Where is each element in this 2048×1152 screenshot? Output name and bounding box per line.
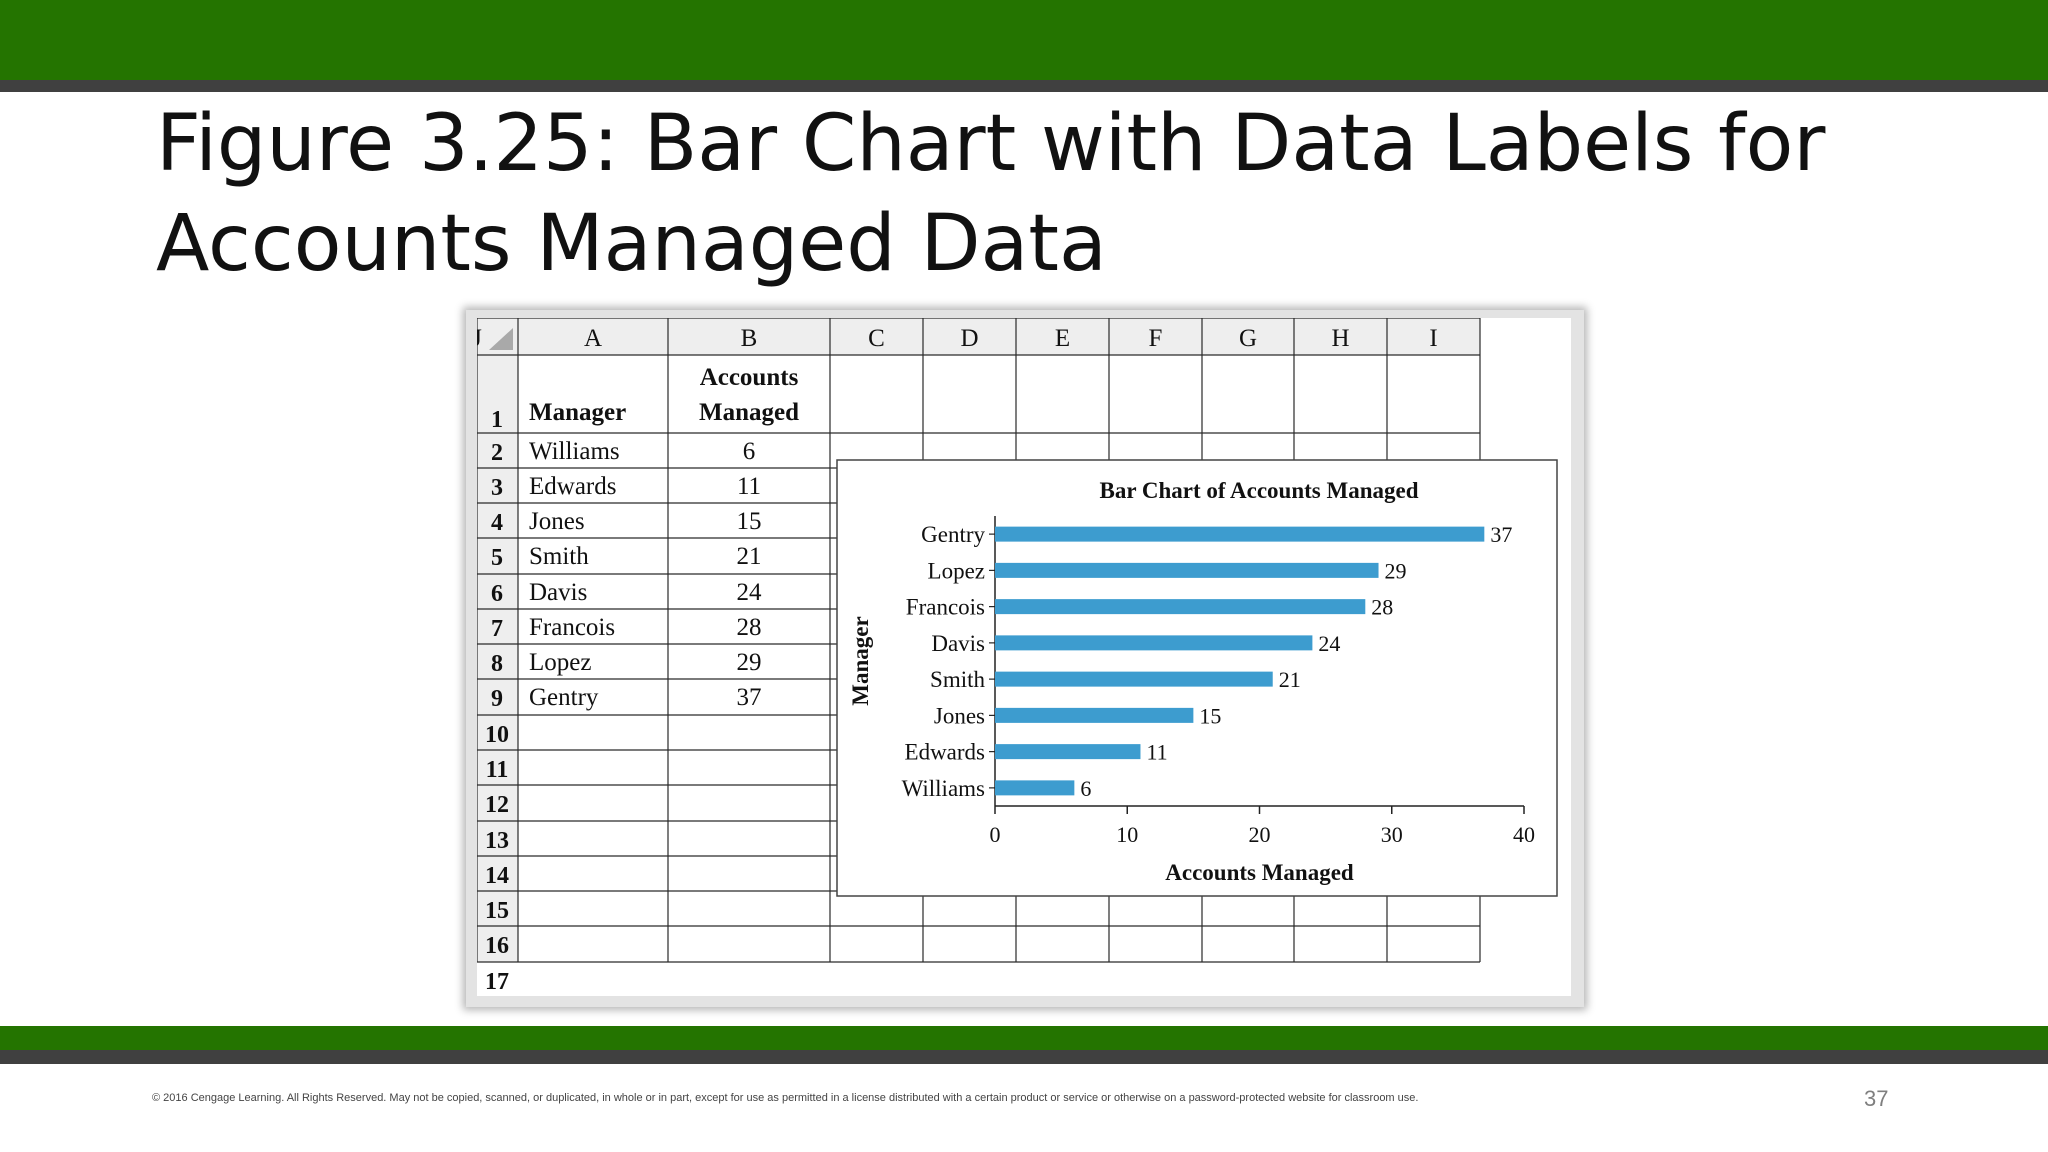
slide-title: Figure 3.25: Bar Chart with Data Labels … [156,99,1826,289]
bar-edwards [995,744,1141,760]
chart-title: Bar Chart of Accounts Managed [1099,478,1418,503]
cell-a1-header: Manager [529,399,626,426]
column-header-I: I [1429,325,1437,352]
row-header-16: 16 [485,933,509,959]
bar-davis [995,635,1313,651]
column-header-E: E [1055,325,1070,352]
cell-accounts: 11 [737,473,761,500]
x-tick-label: 40 [1513,822,1535,847]
bar-smith [995,671,1273,687]
row-header-12: 12 [485,792,509,818]
cell-accounts: 37 [737,684,762,711]
row-header-3: 3 [491,475,503,501]
select-all-triangle [489,328,513,350]
y-tick-label: Davis [931,631,985,656]
column-header-D: D [960,325,978,352]
row-header-13: 13 [485,828,509,854]
cell-accounts: 21 [737,543,762,570]
bar-lopez [995,562,1379,578]
bottom-banner-stripe [0,1050,2048,1064]
x-tick-label: 20 [1249,822,1271,847]
column-header-bar [477,318,1480,355]
cell-accounts: 6 [743,438,756,465]
row-header-7: 7 [491,616,503,642]
row-header-2: 2 [491,440,503,466]
data-label: 37 [1490,522,1512,547]
y-axis-label: Manager [848,616,873,705]
cell-b1-header-line2: Managed [699,399,799,426]
data-label: 24 [1318,631,1340,656]
cell-manager: Edwards [529,473,616,500]
row-header-14: 14 [485,863,509,889]
data-label: 15 [1199,703,1221,728]
spreadsheet-svg: ABCDEFGHIJ1234567891011121314151617Manag… [472,317,1558,995]
data-label: 28 [1371,595,1393,620]
data-label: 29 [1385,558,1407,583]
spreadsheet-figure: ABCDEFGHIJ1234567891011121314151617Manag… [472,317,1571,996]
column-header-H: H [1331,325,1349,352]
column-header-B: B [741,325,758,352]
y-tick-label: Lopez [928,558,985,583]
row-header-15: 15 [485,898,509,924]
cell-manager: Smith [529,543,589,570]
y-tick-label: Jones [934,703,985,728]
page-number: 37 [1864,1086,1889,1111]
bar-jones [995,707,1194,723]
cell-accounts: 29 [737,649,762,676]
copyright-footer: © 2016 Cengage Learning. All Rights Rese… [152,1092,1419,1104]
x-tick-label: 0 [990,822,1001,847]
row-header-11: 11 [486,757,509,783]
row-header-8: 8 [491,651,503,677]
column-header-F: F [1149,325,1163,352]
bar-williams [995,780,1075,796]
cell-manager: Gentry [529,684,599,711]
column-header-G: G [1239,325,1257,352]
cell-manager: Jones [529,508,585,535]
x-tick-label: 10 [1116,822,1138,847]
x-axis-label: Accounts Managed [1165,860,1354,885]
cell-manager: Williams [529,438,620,465]
data-label: 6 [1080,776,1091,801]
cell-manager: Lopez [529,649,591,676]
cell-accounts: 24 [737,579,763,606]
top-banner [0,0,2048,80]
data-label: 11 [1146,740,1167,765]
row-header-4: 4 [491,510,503,536]
y-tick-label: Edwards [905,740,986,765]
column-header-A: A [584,325,602,352]
cell-manager: Davis [529,579,587,606]
bottom-banner [0,1026,2048,1050]
column-header-J: J [477,325,482,352]
row-header-bar [477,318,518,962]
cell-accounts: 28 [737,614,762,641]
column-header-C: C [868,325,885,352]
row-header-10: 10 [485,722,509,748]
y-tick-label: Williams [902,776,985,801]
row-header-9: 9 [491,686,503,712]
row-header-17: 17 [485,969,509,995]
data-label: 21 [1279,667,1301,692]
top-banner-stripe [0,80,2048,92]
row-header-5: 5 [491,545,503,571]
bar-francois [995,599,1366,615]
cell-b1-header-line1: Accounts [700,364,799,391]
row-header-6: 6 [491,581,503,607]
cell-manager: Francois [529,614,615,641]
y-tick-label: Francois [906,595,985,620]
y-tick-label: Smith [930,667,985,692]
y-tick-label: Gentry [921,522,985,547]
cell-accounts: 15 [737,508,762,535]
row-header-1: 1 [491,407,503,433]
bar-gentry [995,526,1485,542]
x-tick-label: 30 [1381,822,1403,847]
